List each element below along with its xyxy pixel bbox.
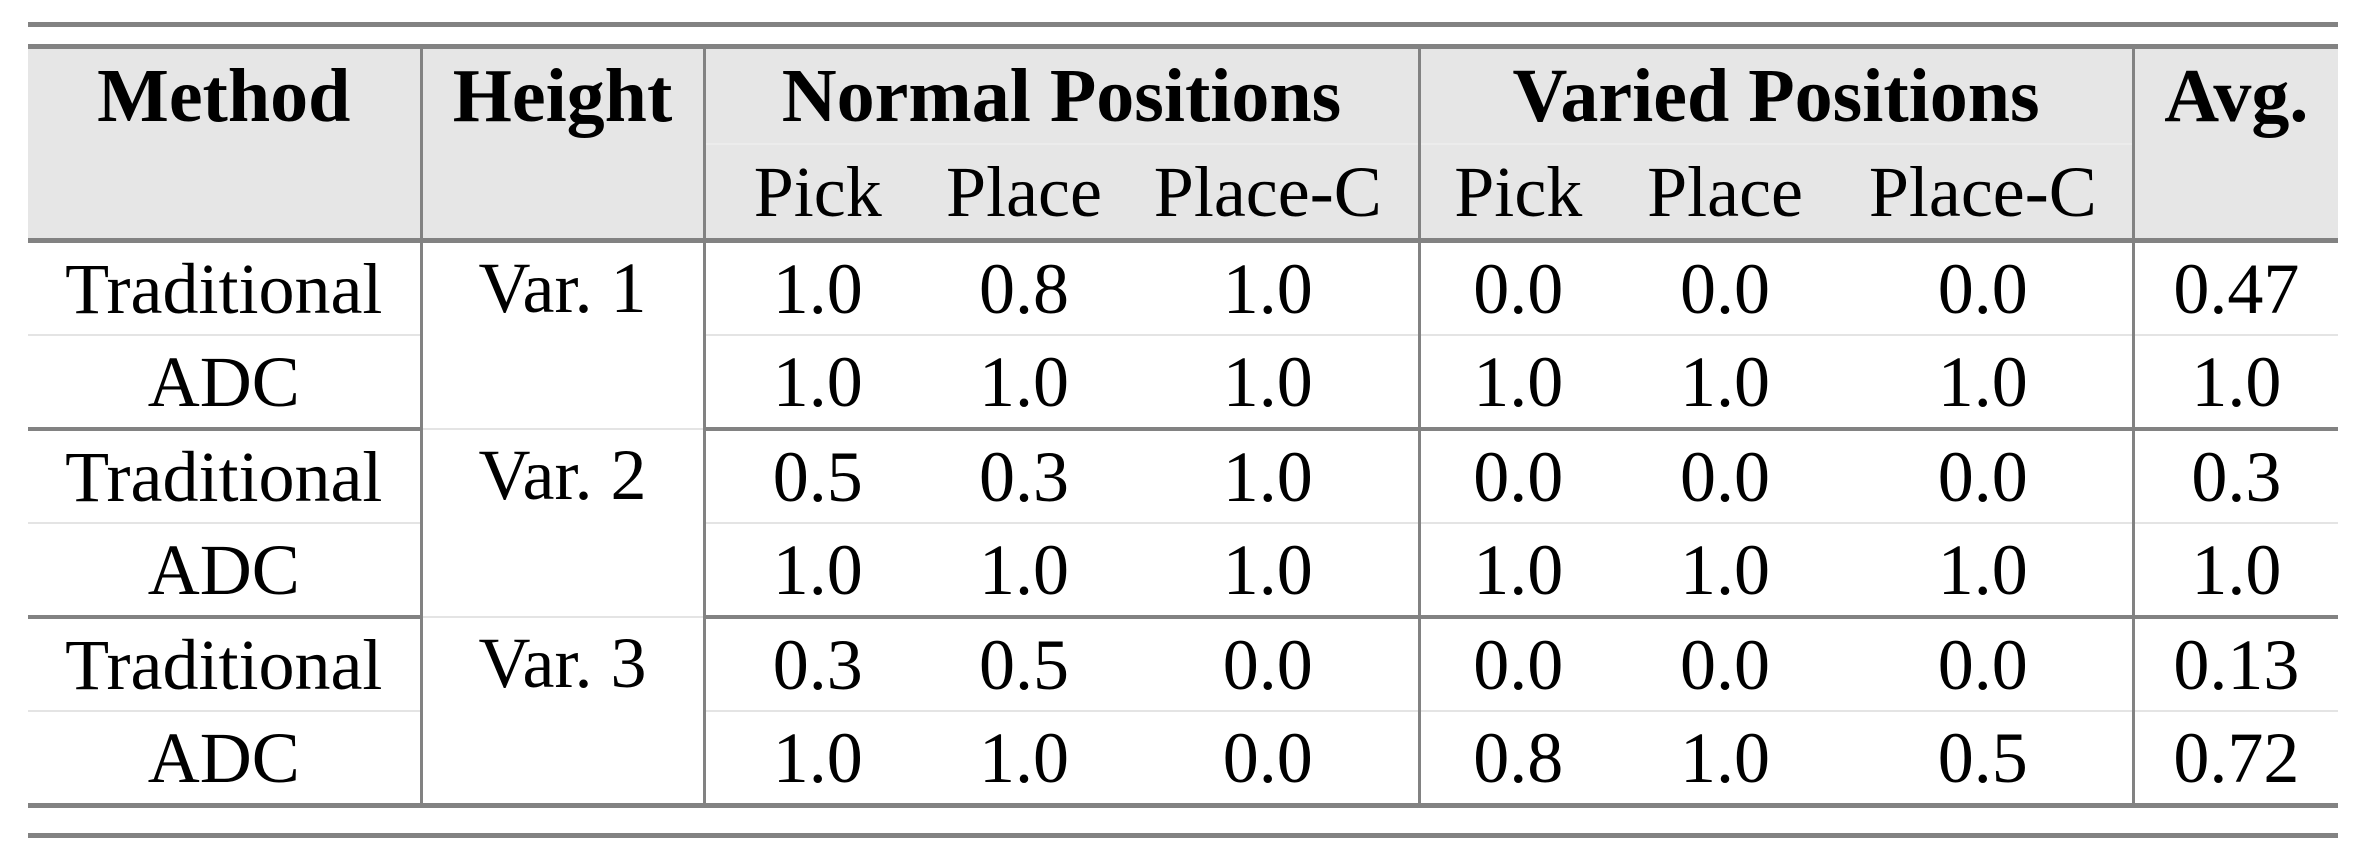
method-cell: Traditional (28, 617, 423, 712)
top-rule (28, 22, 2338, 27)
col-header-avg: Avg. (2133, 46, 2339, 243)
avg-cell: 1.0 (2133, 335, 2339, 431)
col-group-normal-positions: Normal Positions (704, 46, 1421, 145)
score-cell: 0.5 (930, 617, 1118, 712)
score-cell: 0.0 (1616, 617, 1835, 712)
score-cell: 1.0 (704, 240, 930, 336)
score-cell: 1.0 (1616, 335, 1835, 431)
score-cell: 0.0 (1616, 240, 1835, 336)
score-cell: 0.0 (1118, 711, 1421, 806)
avg-cell: 0.72 (2133, 711, 2339, 806)
col-header-method: Method (28, 46, 423, 243)
height-cell: Var. 1 (421, 240, 706, 430)
table-row-adc-var1: ADC 1.0 1.0 1.0 1.0 1.0 1.0 1.0 (28, 335, 2339, 431)
avg-cell: 0.3 (2133, 429, 2339, 524)
score-cell: 1.0 (930, 523, 1118, 619)
score-cell: 1.0 (930, 335, 1118, 431)
avg-cell: 0.47 (2133, 240, 2339, 336)
col-header-height: Height (421, 46, 706, 243)
col-header-place-varied: Place (1616, 144, 1835, 243)
score-cell: 0.0 (1419, 240, 1617, 336)
score-cell: 1.0 (1118, 523, 1421, 619)
header-row-subcolumns: Pick Place Place-C Pick Place Place-C (28, 144, 2338, 243)
score-cell: 1.0 (704, 335, 930, 431)
table-row-adc-var3: ADC 1.0 1.0 0.0 0.8 1.0 0.5 0.72 (28, 711, 2339, 806)
score-cell: 0.0 (1419, 617, 1617, 712)
table-row-traditional-var2: Traditional Var. 2 0.5 0.3 1.0 0.0 0.0 0… (28, 429, 2339, 618)
table-row-traditional-var1: Traditional Var. 1 1.0 0.8 1.0 0.0 0.0 0… (28, 240, 2339, 430)
score-cell: 0.0 (1118, 617, 1421, 712)
score-cell: 1.0 (1419, 335, 1617, 431)
results-table: Method Height Normal Positions Varied Po… (28, 44, 2339, 808)
bottom-rule (28, 833, 2338, 838)
table-row-traditional-var3: Traditional Var. 3 0.3 0.5 0.0 0.0 0.0 0… (28, 617, 2339, 807)
score-cell: 1.0 (1616, 711, 1835, 806)
method-cell: ADC (28, 523, 423, 619)
method-cell: ADC (28, 711, 423, 806)
score-cell: 0.8 (1419, 711, 1617, 806)
score-cell: 1.0 (1419, 523, 1617, 619)
method-cell: ADC (28, 335, 423, 431)
score-cell: 0.0 (1834, 240, 2135, 336)
col-header-place-normal: Place (930, 144, 1118, 243)
score-cell: 0.8 (930, 240, 1118, 336)
score-cell: 0.3 (704, 617, 930, 712)
score-cell: 1.0 (1118, 240, 1421, 336)
score-cell: 1.0 (1616, 523, 1835, 619)
score-cell: 0.0 (1834, 429, 2135, 524)
col-header-pick-varied: Pick (1419, 144, 1617, 243)
col-header-pick-normal: Pick (704, 144, 930, 243)
score-cell: 0.5 (704, 429, 930, 524)
score-cell: 1.0 (930, 711, 1118, 806)
score-cell: 0.0 (1616, 429, 1835, 524)
score-cell: 0.0 (1419, 429, 1617, 524)
score-cell: 1.0 (1118, 429, 1421, 524)
score-cell: 1.0 (1118, 335, 1421, 431)
score-cell: 1.0 (1834, 523, 2135, 619)
method-cell: Traditional (28, 240, 423, 336)
score-cell: 0.0 (1834, 617, 2135, 712)
height-cell: Var. 3 (421, 617, 706, 807)
col-header-place-c-normal-highlighted: Place-C (1118, 144, 1421, 243)
avg-cell: 1.0 (2133, 523, 2339, 619)
method-cell: Traditional (28, 429, 423, 524)
col-header-place-c-varied-highlighted: Place-C (1834, 144, 2135, 243)
score-cell: 0.5 (1834, 711, 2135, 806)
header-row-groups: Method Height Normal Positions Varied Po… (28, 46, 2339, 243)
score-cell: 1.0 (1834, 335, 2135, 431)
avg-cell: 0.13 (2133, 617, 2339, 712)
table-row-adc-var2: ADC 1.0 1.0 1.0 1.0 1.0 1.0 1.0 (28, 523, 2339, 619)
score-cell: 1.0 (704, 711, 930, 806)
height-cell: Var. 2 (421, 429, 706, 618)
score-cell: 0.3 (930, 429, 1118, 524)
score-cell: 1.0 (704, 523, 930, 619)
col-group-varied-positions: Varied Positions (1419, 46, 2135, 145)
